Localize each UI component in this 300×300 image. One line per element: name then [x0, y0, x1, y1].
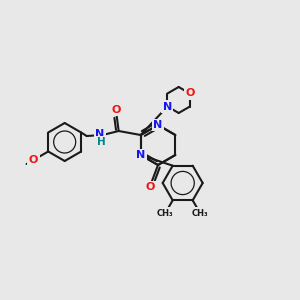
Text: O: O [29, 155, 38, 165]
Text: N: N [95, 129, 105, 139]
Text: CH₃: CH₃ [192, 209, 208, 218]
Text: CH₃: CH₃ [157, 209, 173, 218]
Text: O: O [185, 88, 195, 98]
Text: N: N [163, 101, 172, 112]
Text: H: H [97, 137, 106, 147]
Text: N: N [136, 150, 145, 160]
Text: N: N [153, 120, 163, 130]
Text: O: O [145, 182, 155, 192]
Text: O: O [112, 105, 122, 115]
